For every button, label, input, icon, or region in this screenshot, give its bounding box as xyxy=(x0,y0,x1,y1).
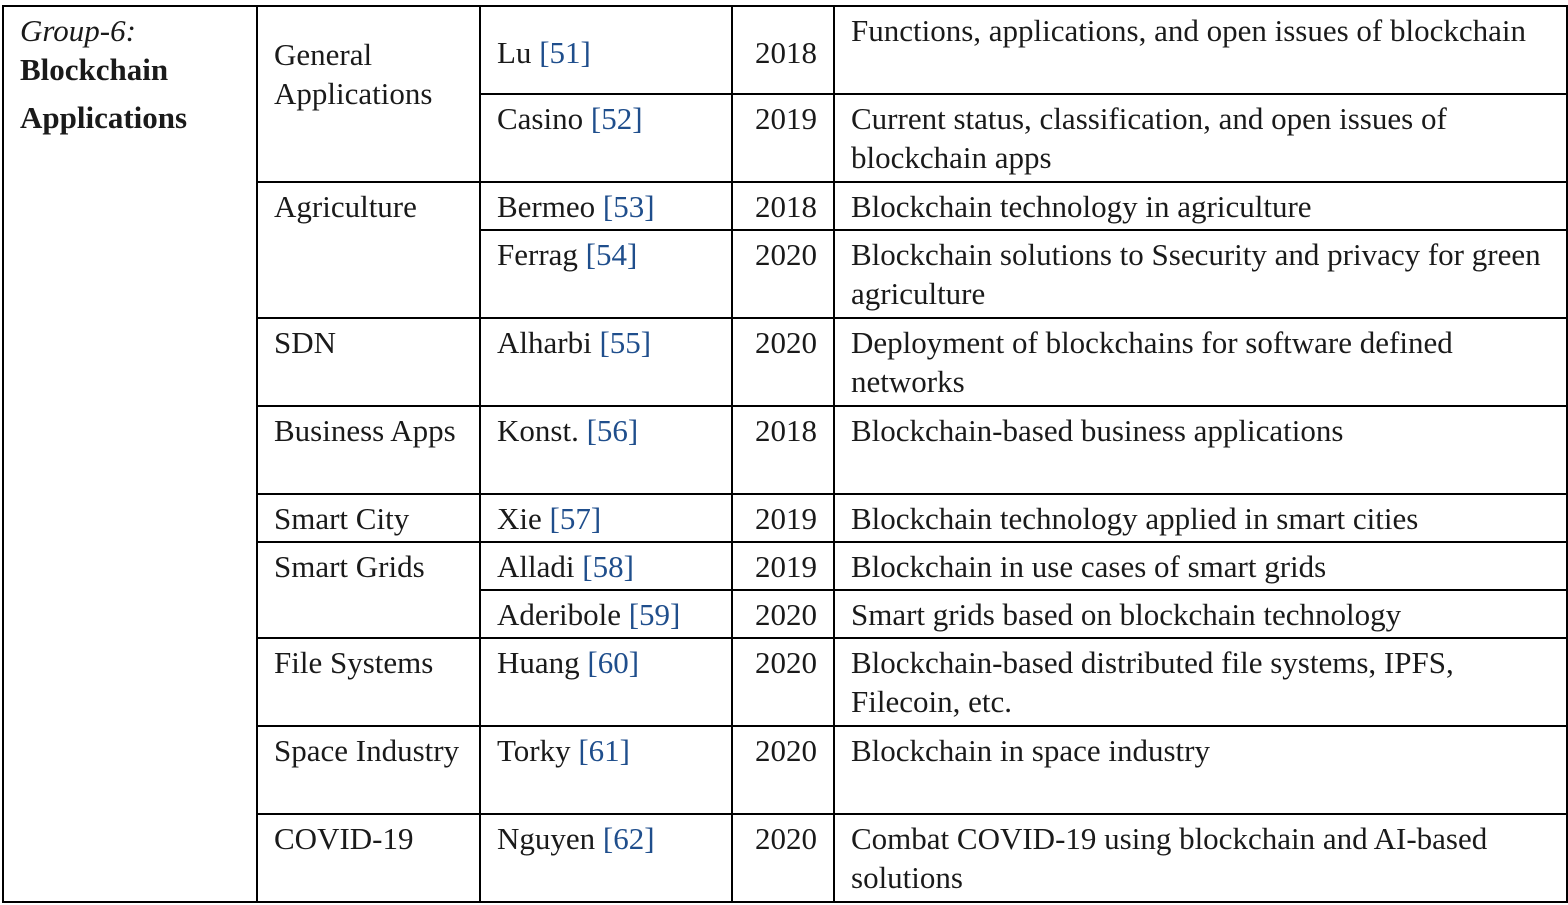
author-name: Huang xyxy=(497,645,580,680)
author-cell: Ferrag [54] xyxy=(479,229,733,319)
survey-table: Group-6: Blockchain Applications General… xyxy=(2,5,1568,903)
category-cell: SDN xyxy=(256,317,481,407)
category-label: Smart Grids xyxy=(274,549,425,584)
author-cell: Torky [61] xyxy=(479,725,733,815)
author-name: Lu xyxy=(497,35,532,70)
table-row: Smart Grids Alladi [58] 2019 Blockchain … xyxy=(3,541,1568,639)
author-cell: Huang [60] xyxy=(479,637,733,727)
table-row: Casino [52] 2019 Current status, classif… xyxy=(3,93,1568,183)
citation-link[interactable]: [52] xyxy=(590,101,643,136)
category-cell: File Systems xyxy=(256,637,481,727)
description-cell: Functions, applications, and open issues… xyxy=(833,5,1568,95)
table-row: Group-6: Blockchain Applications General… xyxy=(2,5,1568,903)
description-cell: Smart grids based on blockchain technolo… xyxy=(833,589,1568,639)
group-label-cell: Group-6: Blockchain Applications xyxy=(2,5,258,903)
table-row: Space Industry Torky [61] 2020 Blockchai… xyxy=(3,725,1568,815)
author-name: Bermeo xyxy=(497,189,596,224)
category-cell: Business Apps xyxy=(256,405,481,495)
year-cell: 2018 xyxy=(731,5,835,95)
year-cell: 2018 xyxy=(731,405,835,495)
description-cell: Blockchain in use cases of smart grids xyxy=(833,541,1568,591)
author-name: Ferrag xyxy=(497,237,578,272)
citation-link[interactable]: [51] xyxy=(539,35,591,70)
author-cell: Konst. [56] xyxy=(479,405,733,495)
year-cell: 2020 xyxy=(731,813,835,903)
description-cell: Blockchain technology applied in smart c… xyxy=(833,493,1568,543)
table-row: COVID-19 Nguyen [62] 2020 Combat COVID-1… xyxy=(3,813,1568,903)
citation-link[interactable]: [56] xyxy=(586,413,639,448)
category-cell: Smart City xyxy=(256,493,481,543)
author-cell: Alharbi [55] xyxy=(479,317,733,407)
category-cell: Space Industry xyxy=(256,725,481,815)
citation-link[interactable]: [59] xyxy=(628,597,681,632)
description-cell: Blockchain solutions to Ssecurity and pr… xyxy=(833,229,1568,319)
year-cell: 2020 xyxy=(731,229,835,319)
citation-link[interactable]: [54] xyxy=(585,237,638,272)
author-cell: Xie [57] xyxy=(479,493,733,543)
author-name: Aderibole xyxy=(497,597,621,632)
description-cell: Blockchain-based distributed file system… xyxy=(833,637,1568,727)
year-cell: 2018 xyxy=(731,181,835,231)
description-cell: Combat COVID-19 using blockchain and AI-… xyxy=(833,813,1568,903)
author-cell: Bermeo [53] xyxy=(479,181,733,231)
author-cell: Lu [51] xyxy=(479,5,733,95)
author-cell: Casino [52] xyxy=(479,93,733,183)
author-name: Casino xyxy=(497,101,584,136)
group-title-line1: Blockchain xyxy=(20,52,169,87)
table-row: Smart City Xie [57] 2019 Blockchain tech… xyxy=(3,493,1568,543)
citation-link[interactable]: [58] xyxy=(582,549,634,584)
citation-link[interactable]: [57] xyxy=(549,501,602,536)
category-label: Smart City xyxy=(274,501,410,536)
group-prefix: Group-6: xyxy=(20,13,136,48)
year-cell: 2020 xyxy=(731,725,835,815)
description-cell: Blockchain in space industry xyxy=(833,725,1568,815)
category-label: Business Apps xyxy=(274,413,456,448)
year-cell: 2020 xyxy=(731,317,835,407)
category-cell: Agriculture xyxy=(256,181,481,319)
citation-link[interactable]: [53] xyxy=(602,189,655,224)
table-row: SDN Alharbi [55] 2020 Deployment of bloc… xyxy=(3,317,1568,407)
description-cell: Blockchain-based business applications xyxy=(833,405,1568,495)
author-name: Alladi xyxy=(497,549,575,584)
author-cell: Aderibole [59] xyxy=(479,589,733,639)
citation-link[interactable]: [61] xyxy=(578,733,631,768)
category-label: General Applications xyxy=(274,37,433,111)
year-cell: 2020 xyxy=(731,589,835,639)
author-name: Xie xyxy=(497,501,542,536)
category-label: SDN xyxy=(274,325,337,360)
category-cell: General Applications xyxy=(256,5,481,183)
table-row: Agriculture Bermeo [53] 2018 Blockchain … xyxy=(3,181,1568,319)
citation-link[interactable]: [55] xyxy=(599,325,652,360)
author-name: Torky xyxy=(497,733,571,768)
year-cell: 2019 xyxy=(731,493,835,543)
table-row: File Systems Huang [60] 2020 Blockchain-… xyxy=(3,637,1568,727)
year-cell: 2019 xyxy=(731,541,835,591)
year-cell: 2020 xyxy=(731,637,835,727)
description-cell: Blockchain technology in agriculture xyxy=(833,181,1568,231)
description-cell: Deployment of blockchains for software d… xyxy=(833,317,1568,407)
citation-link[interactable]: [62] xyxy=(602,821,655,856)
category-label: File Systems xyxy=(274,645,434,680)
category-label: COVID-19 xyxy=(274,821,414,856)
category-cell: Smart Grids xyxy=(256,541,481,639)
table-row: Aderibole [59] 2020 Smart grids based on… xyxy=(3,589,1568,639)
table-row: Ferrag [54] 2020 Blockchain solutions to… xyxy=(3,229,1568,319)
author-name: Nguyen xyxy=(497,821,596,856)
table-row: Business Apps Konst. [56] 2018 Blockchai… xyxy=(3,405,1568,495)
description-cell: Current status, classification, and open… xyxy=(833,93,1568,183)
author-cell: Nguyen [62] xyxy=(479,813,733,903)
author-name: Alharbi xyxy=(497,325,592,360)
category-label: Agriculture xyxy=(274,189,417,224)
author-name: Konst. xyxy=(497,413,579,448)
category-cell: COVID-19 xyxy=(256,813,481,903)
group-title-line2: Applications xyxy=(20,100,188,135)
year-cell: 2019 xyxy=(731,93,835,183)
citation-link[interactable]: [60] xyxy=(587,645,640,680)
category-label: Space Industry xyxy=(274,733,460,768)
author-cell: Alladi [58] xyxy=(479,541,733,591)
